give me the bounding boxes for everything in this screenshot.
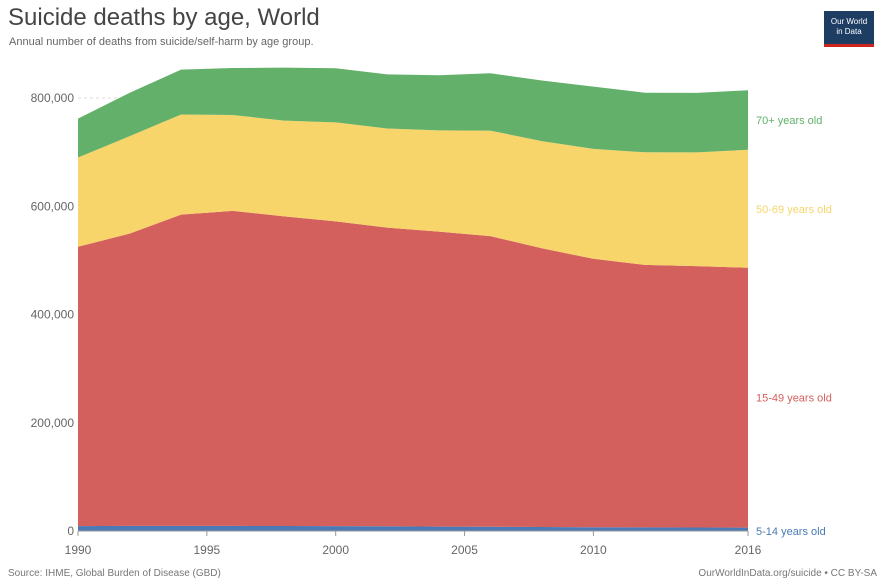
series-label: 50-69 years old [756,204,832,216]
area-series-4 [78,67,748,158]
source-note: Source: IHME, Global Burden of Disease (… [8,568,221,579]
logo-line-1: Our World [830,17,868,26]
y-tick-label: 800,000 [31,91,75,105]
logo-line-2: in Data [836,27,862,36]
series-label: 15-49 years old [756,393,832,405]
chart-title: Suicide deaths by age, World [8,4,320,31]
y-tick-label: 0 [67,524,74,538]
x-tick-label: 2016 [735,543,762,557]
x-tick-label: 1990 [65,543,92,557]
y-tick-label: 400,000 [31,308,75,322]
area-series-1 [78,525,748,531]
area-series-3 [78,114,748,268]
x-tick-label: 2010 [580,543,607,557]
y-tick-label: 600,000 [31,199,75,213]
license-note: OurWorldInData.org/suicide • CC BY-SA [698,568,877,579]
series-label: 70+ years old [756,115,822,127]
series-label: 5-14 years old [756,526,826,538]
x-tick-label: 2000 [322,543,349,557]
x-tick-label: 2005 [451,543,478,557]
x-tick-label: 1995 [193,543,220,557]
y-tick-label: 200,000 [31,416,75,430]
owid-logo[interactable]: Our World in Data [824,11,874,47]
chart-subtitle: Annual number of deaths from suicide/sel… [9,36,314,48]
area-series-2 [78,210,748,528]
